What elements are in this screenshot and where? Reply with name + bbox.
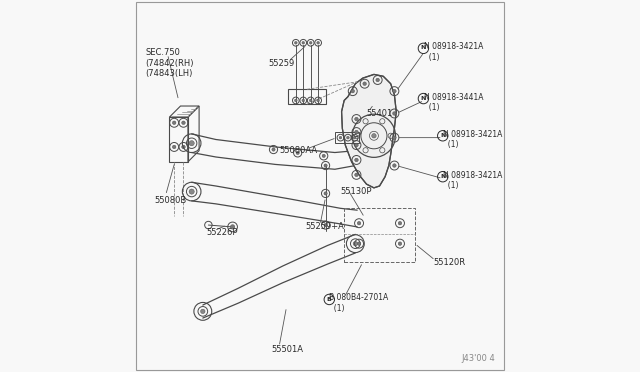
Circle shape <box>294 41 297 44</box>
Bar <box>344 208 415 262</box>
Text: N: N <box>440 133 445 138</box>
Circle shape <box>302 99 305 102</box>
Circle shape <box>355 117 358 121</box>
Circle shape <box>296 151 300 154</box>
Circle shape <box>376 78 380 82</box>
Circle shape <box>189 141 195 146</box>
Circle shape <box>392 164 396 167</box>
Circle shape <box>302 41 305 44</box>
Circle shape <box>324 164 327 167</box>
Circle shape <box>347 136 349 139</box>
Circle shape <box>324 224 327 227</box>
Text: 55501A: 55501A <box>271 345 303 354</box>
Circle shape <box>363 82 367 86</box>
Text: 55080AA: 55080AA <box>279 146 317 155</box>
Circle shape <box>322 154 325 157</box>
Text: 55130P: 55130P <box>340 187 372 196</box>
Text: 55080B: 55080B <box>154 196 187 205</box>
Text: B: B <box>327 296 332 302</box>
Text: SEC.750
(74842(RH)
(74843(LH): SEC.750 (74842(RH) (74843(LH) <box>145 48 194 78</box>
Text: N: N <box>420 45 426 51</box>
Polygon shape <box>342 74 396 188</box>
Circle shape <box>309 41 312 44</box>
Text: J43'00 4: J43'00 4 <box>461 354 495 363</box>
Text: N: N <box>420 96 426 101</box>
Text: N 08918-3421A
  (1): N 08918-3421A (1) <box>443 171 502 190</box>
Text: 55401: 55401 <box>367 109 393 118</box>
Circle shape <box>398 221 402 225</box>
Text: N 08918-3421A
  (1): N 08918-3421A (1) <box>443 130 502 149</box>
Circle shape <box>317 99 319 102</box>
Circle shape <box>172 145 176 149</box>
Circle shape <box>182 121 185 125</box>
Circle shape <box>172 121 176 125</box>
Circle shape <box>357 221 361 225</box>
Circle shape <box>355 130 358 134</box>
Text: N 08918-3421A
  (1): N 08918-3421A (1) <box>424 42 484 62</box>
Text: N: N <box>440 174 445 179</box>
Circle shape <box>355 173 358 177</box>
Circle shape <box>372 134 376 138</box>
Text: 55120R: 55120R <box>433 258 465 267</box>
FancyBboxPatch shape <box>136 2 504 370</box>
Circle shape <box>309 99 312 102</box>
Text: 55259+A: 55259+A <box>305 222 344 231</box>
Text: 55226P: 55226P <box>207 228 238 237</box>
Circle shape <box>353 241 358 246</box>
Circle shape <box>182 145 185 149</box>
Circle shape <box>230 225 235 229</box>
Text: B 080B4-2701A
  (1): B 080B4-2701A (1) <box>330 294 388 313</box>
Text: 55259: 55259 <box>268 59 294 68</box>
Circle shape <box>392 136 396 140</box>
Circle shape <box>398 242 402 246</box>
Circle shape <box>317 41 319 44</box>
Circle shape <box>351 89 355 93</box>
Circle shape <box>392 112 396 115</box>
Text: N 08918-3441A
  (1): N 08918-3441A (1) <box>424 93 484 112</box>
Circle shape <box>353 136 356 139</box>
Circle shape <box>392 89 396 93</box>
Circle shape <box>357 242 361 246</box>
Circle shape <box>324 192 327 195</box>
Circle shape <box>355 143 358 147</box>
Circle shape <box>294 99 297 102</box>
Circle shape <box>189 189 195 194</box>
Circle shape <box>272 148 275 151</box>
Circle shape <box>200 309 205 314</box>
Circle shape <box>339 136 342 139</box>
Circle shape <box>355 158 358 162</box>
